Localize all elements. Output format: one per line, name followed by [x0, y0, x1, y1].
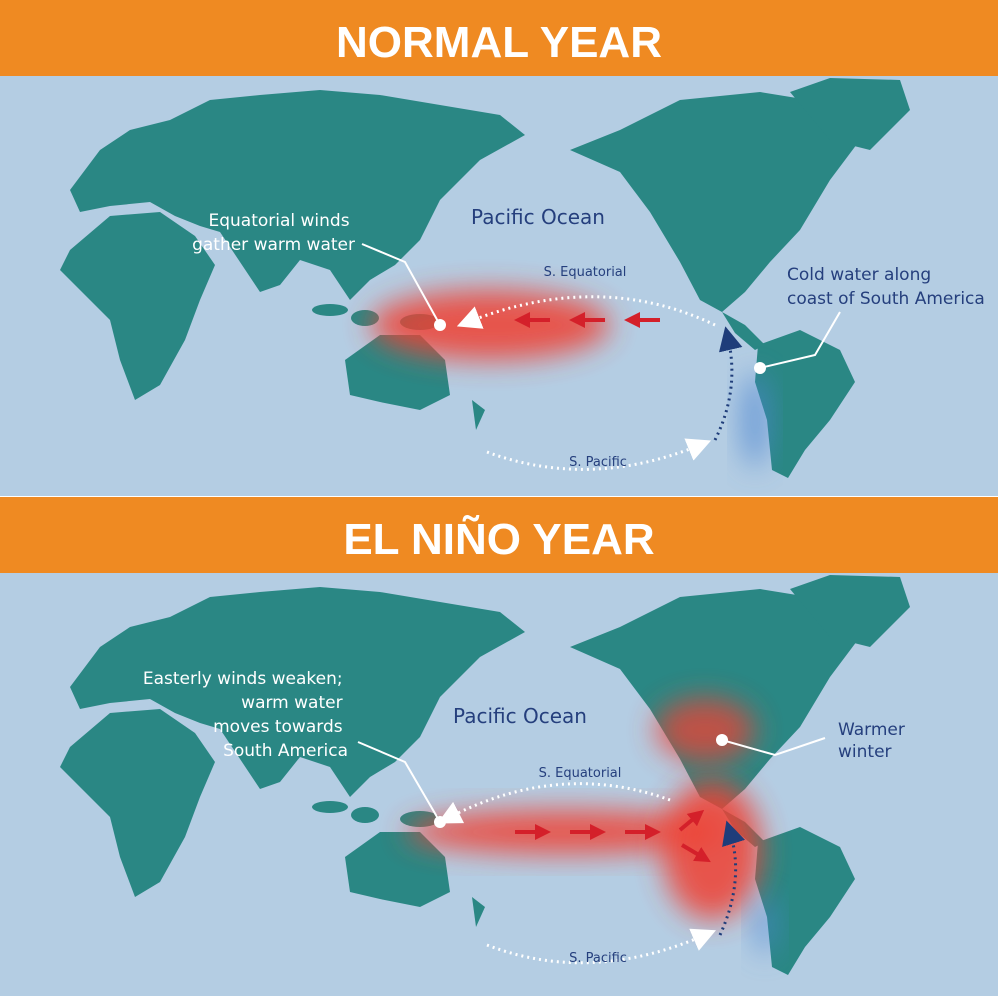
marker-dot [434, 319, 446, 331]
header-bar [0, 497, 998, 573]
marker-dot [716, 734, 728, 746]
leader [721, 737, 826, 757]
panel-title: EL NIÑO YEAR [343, 514, 654, 564]
annotation: Cold water along coast of South America [787, 265, 985, 309]
ocean-label: Pacific Ocean [471, 205, 605, 229]
warm-water [662, 780, 762, 920]
leader [759, 311, 841, 369]
annotation: Easterly winds weaken; warm water moves … [143, 669, 348, 761]
header-bar [0, 0, 998, 76]
panel-title: NORMAL YEAR [336, 18, 662, 67]
current [437, 782, 671, 824]
marker-dot [434, 816, 446, 828]
warm-water [370, 290, 610, 360]
leader [357, 741, 441, 823]
current [486, 928, 717, 965]
current-label: S. Equatorial [539, 766, 622, 781]
warm-water [405, 810, 725, 854]
el-nino-panel: EL NIÑO YEAR Pacific Ocean S. Equatorial… [0, 497, 998, 996]
wind-arrows [515, 809, 711, 863]
cold-water [753, 895, 777, 955]
normal-panel: NORMAL YEAR Pacific Ocean S. Equatorial … [0, 0, 998, 496]
warm-land [655, 698, 755, 762]
marker-dot [754, 362, 766, 374]
ocean-label: Pacific Ocean [453, 704, 587, 728]
leader [361, 243, 441, 326]
cold-water [741, 372, 769, 468]
current-label: S. Equatorial [544, 265, 627, 280]
upwelling [718, 820, 746, 936]
current-label: S. Pacific [569, 951, 627, 966]
annotation: Warmer winter [838, 720, 910, 762]
annotation: Equatorial winds gather warm water [192, 211, 355, 255]
current-label: S. Pacific [569, 455, 627, 470]
